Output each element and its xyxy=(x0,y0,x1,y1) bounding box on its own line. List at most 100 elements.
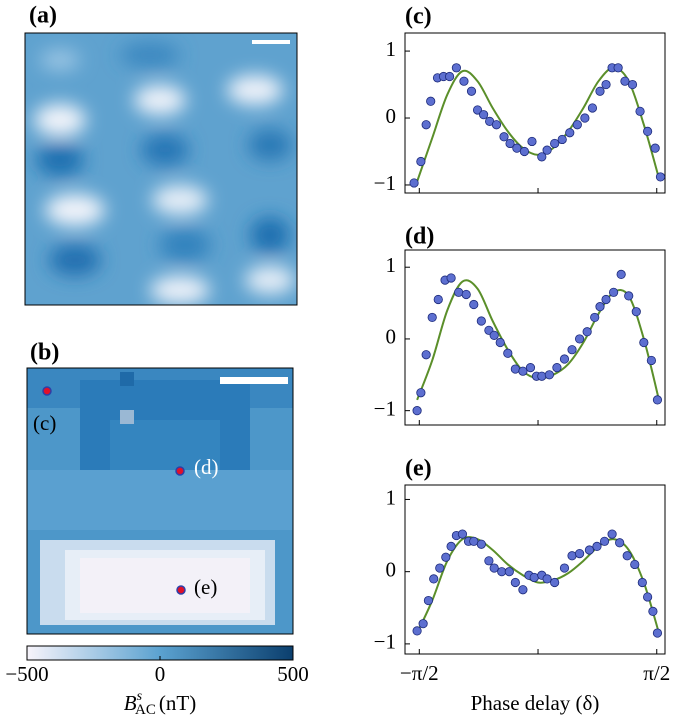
data-point xyxy=(609,287,619,297)
data-point xyxy=(616,269,626,279)
marker-label: (e) xyxy=(194,575,217,599)
data-point xyxy=(643,592,653,602)
data-point xyxy=(652,628,663,638)
data-point xyxy=(435,563,445,573)
data-point xyxy=(527,136,537,147)
data-point xyxy=(518,585,528,595)
data-point xyxy=(446,541,456,551)
data-point xyxy=(491,120,502,130)
panel-label: (c) xyxy=(405,4,432,30)
data-point xyxy=(519,146,530,157)
data-point xyxy=(412,626,422,636)
data-point xyxy=(512,143,522,153)
plot-frame xyxy=(404,484,666,655)
data-point xyxy=(601,79,611,90)
x-tick-label: 500 xyxy=(277,662,309,686)
data-point xyxy=(655,172,666,182)
data-point xyxy=(497,567,507,577)
y-tick-label: 0 xyxy=(386,557,397,581)
data-point xyxy=(557,134,567,145)
data-point xyxy=(429,574,439,584)
data-point xyxy=(433,294,443,305)
panel-label: (b) xyxy=(30,340,59,366)
data-point xyxy=(565,128,575,138)
data-point xyxy=(503,348,513,358)
data-point xyxy=(459,76,469,86)
data-point xyxy=(552,363,562,373)
data-point xyxy=(421,120,431,130)
marker-label: (d) xyxy=(194,455,219,479)
data-point xyxy=(639,337,649,348)
plot-frame xyxy=(404,32,666,194)
marker xyxy=(175,466,185,476)
data-point xyxy=(607,529,617,539)
image-a-frame xyxy=(24,32,298,306)
label-sup: s xyxy=(137,689,143,704)
data-point xyxy=(542,574,552,584)
data-point xyxy=(421,350,431,360)
data-point xyxy=(416,388,426,398)
data-point xyxy=(479,110,489,120)
data-point xyxy=(451,63,461,73)
data-point xyxy=(476,539,486,549)
data-point xyxy=(427,312,437,323)
data-point xyxy=(595,86,605,96)
data-point xyxy=(590,312,600,323)
data-point xyxy=(469,299,479,310)
data-point xyxy=(601,294,611,305)
data-point xyxy=(550,577,560,588)
data-point xyxy=(595,302,605,312)
data-point xyxy=(584,545,595,555)
data-point xyxy=(559,563,570,573)
data-point xyxy=(580,113,590,123)
data-point xyxy=(484,556,494,566)
y-tick-label: 1 xyxy=(386,37,397,61)
y-tick-label: −1 xyxy=(374,396,396,420)
data-point xyxy=(544,370,554,380)
data-point xyxy=(652,395,663,405)
y-tick-label: −1 xyxy=(374,630,396,654)
data-point xyxy=(505,138,515,149)
data-point xyxy=(537,152,547,162)
data-point xyxy=(409,178,419,188)
data-point xyxy=(635,106,645,116)
data-point xyxy=(620,76,630,86)
data-point xyxy=(444,71,455,82)
data-point xyxy=(504,567,514,577)
x-axis-label: Phase delay (δ) xyxy=(471,691,600,715)
data-point xyxy=(510,577,520,588)
data-point xyxy=(469,536,479,546)
marker-label: (c) xyxy=(33,411,56,435)
data-point xyxy=(518,366,528,376)
data-point xyxy=(461,289,471,300)
data-point xyxy=(574,549,585,559)
y-tick-label: 0 xyxy=(386,104,397,128)
label-unit: (nT) xyxy=(159,691,196,715)
y-tick-label: 1 xyxy=(386,253,397,277)
data-point xyxy=(631,307,641,317)
data-point xyxy=(537,371,547,381)
image-b-frame xyxy=(26,367,294,635)
data-point xyxy=(416,156,426,167)
label-sub: AC xyxy=(135,702,156,718)
data-point xyxy=(622,551,632,561)
data-point xyxy=(489,330,499,340)
data-point xyxy=(423,595,434,606)
label-symbol: B xyxy=(124,691,137,715)
data-point xyxy=(592,541,602,551)
data-point xyxy=(646,355,656,366)
data-point xyxy=(441,552,451,562)
x-tick-label: 0 xyxy=(155,662,166,686)
data-point xyxy=(613,63,623,73)
data-point xyxy=(650,143,660,153)
data-point xyxy=(457,529,468,539)
colorbar-label: Bs AC (nT) xyxy=(124,689,196,718)
data-point xyxy=(426,96,436,106)
data-point xyxy=(648,606,658,616)
data-point xyxy=(510,364,520,374)
x-tick-label: −500 xyxy=(5,662,48,686)
data-point xyxy=(582,327,592,337)
marker xyxy=(42,386,52,396)
